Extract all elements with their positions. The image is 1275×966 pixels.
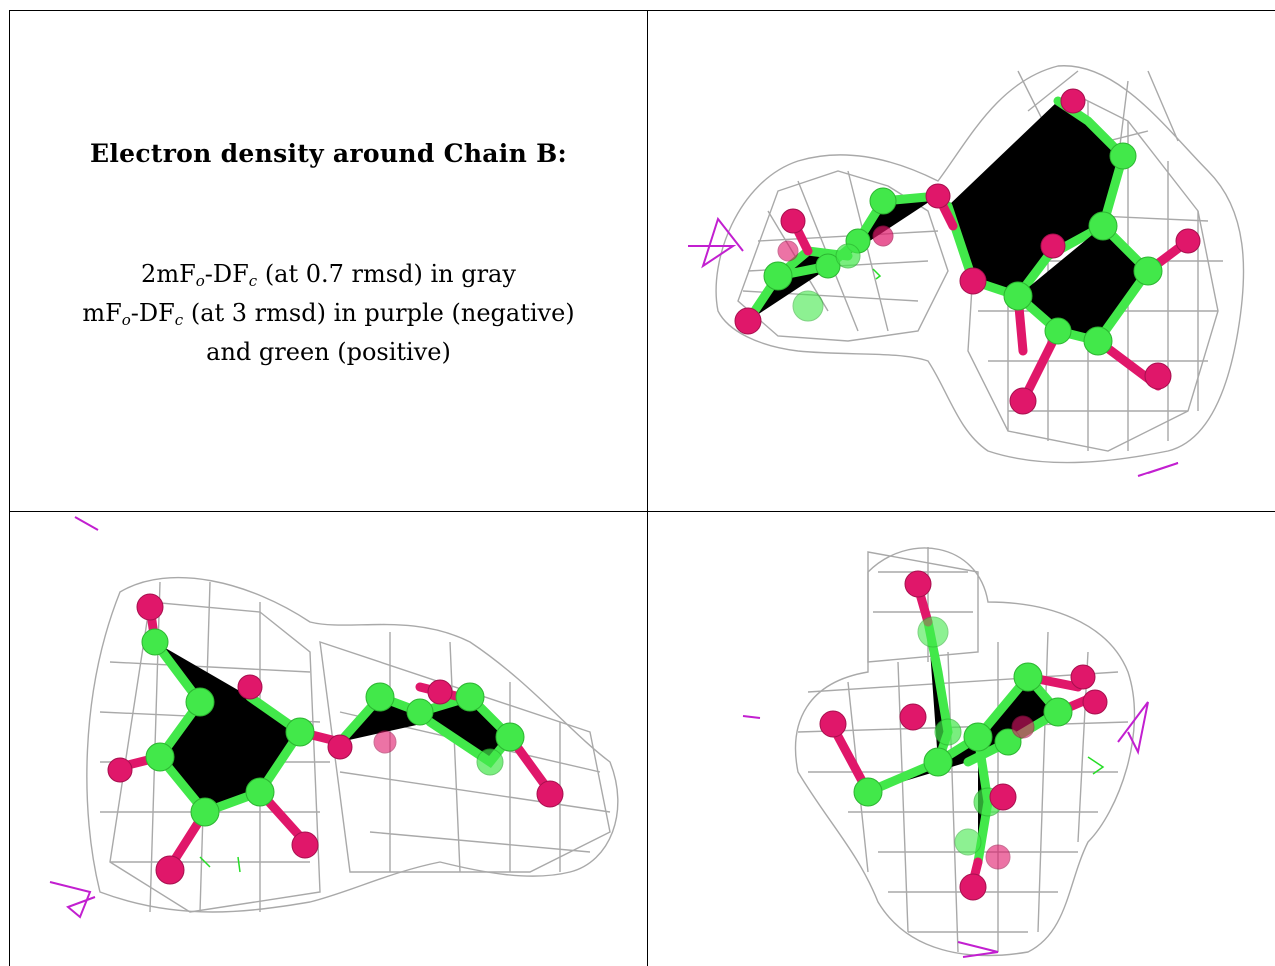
density-view-bottom-right [648,512,1275,966]
molecule-render [49,516,619,919]
grid-top-border [9,10,1275,11]
negative-difference-density [742,701,1149,958]
bonds-oxygen [115,602,555,872]
legend-sub: c [248,272,258,290]
legend-line-2fofc: 2mFo-DFc (at 0.7 rmsd) in gray [10,255,647,294]
legend-text: -DF [204,260,249,288]
oxygen-atoms [107,593,564,885]
legend-line-fofc: mFo-DFc (at 3 rmsd) in purple (negative) [10,294,647,333]
legend-text: -DF [130,299,175,327]
legend-text: (at 0.7 rmsd) in gray [257,260,516,288]
carbon-atoms [853,616,1073,856]
grid-left-border [9,10,10,966]
legend-text: mF [82,299,122,327]
grid-middle-divider [9,511,1275,512]
oxygen-atoms [734,88,1201,415]
carbon-atoms [763,142,1163,356]
legend-text: 2mF [141,260,196,288]
figure-heading: Electron density around Chain B: [89,139,568,168]
legend-text: (at 3 rmsd) in purple (negative) [183,299,575,327]
bonds [863,617,1065,867]
caption-cell: Electron density around Chain B: 2mFo-DF… [10,11,647,511]
oxygen-atoms [819,570,1108,901]
grid-center-divider [647,10,648,966]
positive-difference-density [199,856,241,873]
legend-description: 2mFo-DFc (at 0.7 rmsd) in gray mFo-DFc (… [10,255,647,372]
legend-sub: o [195,272,205,290]
bonds-oxygen [788,191,1193,406]
positive-difference-density [1087,756,1105,775]
density-view-top-right [648,11,1275,511]
density-view-bottom-left [10,512,647,966]
legend-sub: o [121,311,131,329]
molecule-render [742,547,1149,958]
negative-difference-density [49,516,99,919]
positive-difference-density [872,268,882,280]
legend-line-colors: and green (positive) [206,338,451,366]
negative-difference-density [688,216,1179,477]
molecule-render [688,65,1245,477]
legend-sub: c [174,311,184,329]
bonds-oxygen [828,582,1098,887]
carbon-atoms [141,628,525,827]
